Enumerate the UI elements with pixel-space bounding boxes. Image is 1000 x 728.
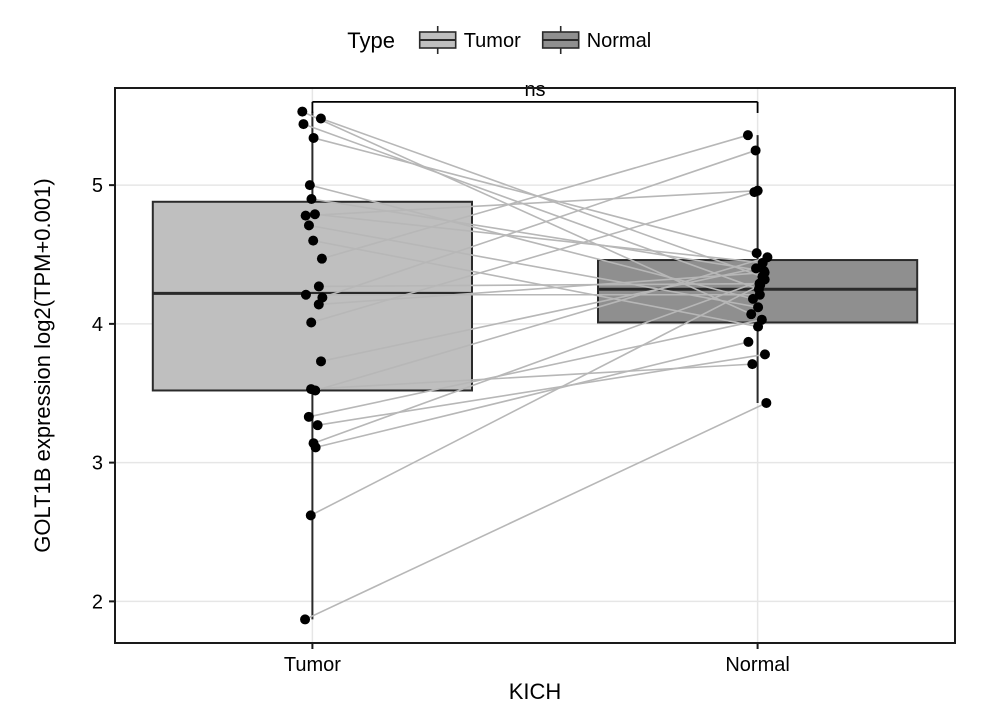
point-normal: [755, 290, 765, 300]
point-tumor: [298, 119, 308, 129]
point-tumor: [304, 412, 314, 422]
point-normal: [760, 349, 770, 359]
point-tumor: [310, 209, 320, 219]
point-normal: [751, 145, 761, 155]
y-tick-label: 5: [92, 175, 103, 197]
point-tumor: [313, 420, 323, 430]
point-tumor: [314, 299, 324, 309]
boxplot-svg: Type Tumor Normal ns 2 3 4 5 Tumor Normal KICH GOLT…: [0, 0, 1000, 728]
point-tumor: [311, 442, 321, 452]
point-normal: [762, 252, 772, 262]
point-normal: [761, 398, 771, 408]
legend: Type Tumor Normal: [347, 26, 651, 54]
point-tumor: [304, 220, 314, 230]
signif-label: ns: [524, 79, 545, 101]
x-tick-label: Tumor: [284, 654, 341, 676]
point-tumor: [306, 510, 316, 520]
point-tumor: [316, 114, 326, 124]
point-tumor: [297, 107, 307, 117]
x-axis-label: KICH: [509, 679, 562, 704]
x-tick-label: Normal: [725, 654, 789, 676]
point-tumor: [306, 317, 316, 327]
point-tumor: [308, 236, 318, 246]
legend-title: Type: [347, 28, 395, 53]
point-tumor: [310, 385, 320, 395]
point-tumor: [305, 180, 315, 190]
point-normal: [752, 248, 762, 258]
point-normal: [753, 302, 763, 312]
point-tumor: [301, 290, 311, 300]
y-tick-label: 2: [92, 591, 103, 613]
legend-label: Tumor: [464, 30, 521, 52]
point-normal: [757, 315, 767, 325]
point-tumor: [301, 211, 311, 221]
point-tumor: [317, 254, 327, 264]
legend-label: Normal: [587, 30, 651, 52]
point-tumor: [300, 614, 310, 624]
point-normal: [743, 130, 753, 140]
chart-container: Type Tumor Normal ns 2 3 4 5 Tumor Normal KICH GOLT…: [0, 0, 1000, 728]
y-tick-label: 3: [92, 453, 103, 475]
point-normal: [749, 187, 759, 197]
point-normal: [751, 263, 761, 273]
point-tumor: [306, 194, 316, 204]
point-tumor: [309, 133, 319, 143]
y-tick-label: 4: [92, 314, 103, 336]
point-normal: [743, 337, 753, 347]
point-tumor: [314, 281, 324, 291]
y-axis-label: GOLT1B expression log2(TPM+0.001): [30, 178, 55, 552]
point-tumor: [316, 356, 326, 366]
point-normal: [755, 280, 765, 290]
point-normal: [747, 359, 757, 369]
